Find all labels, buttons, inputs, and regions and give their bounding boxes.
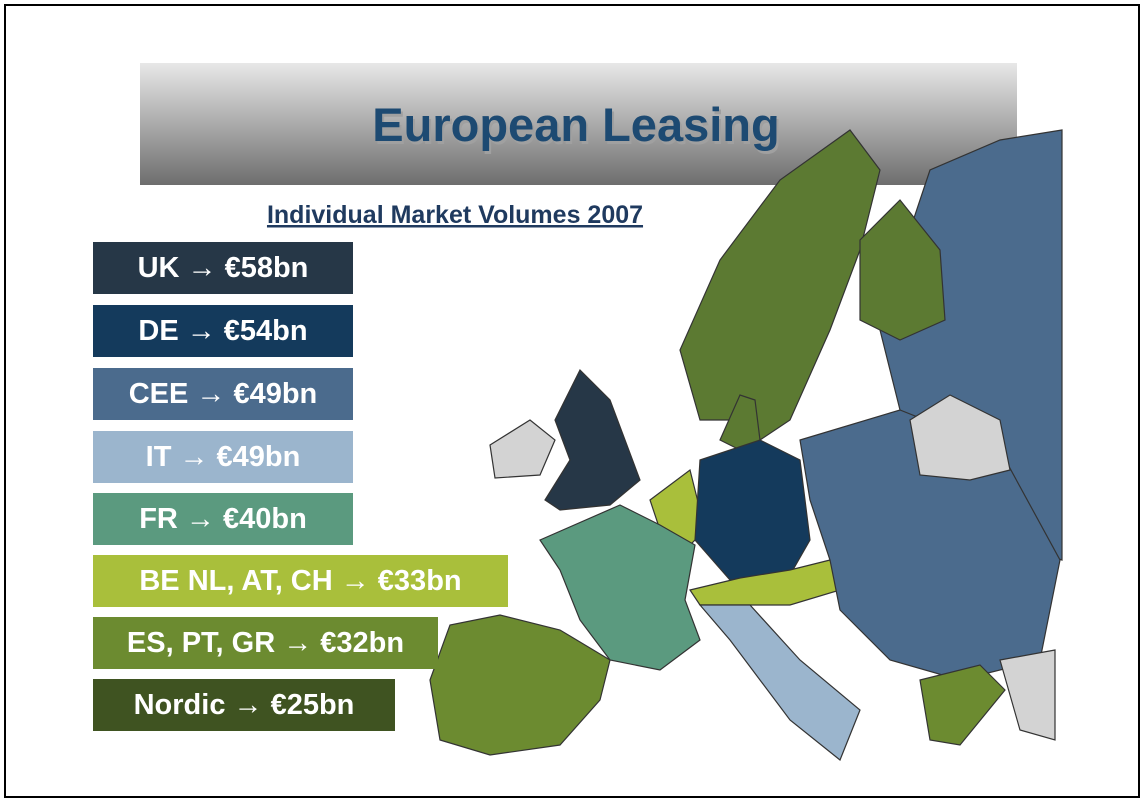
market-volume-box: BE NL, AT, CH → €33bn: [93, 555, 508, 607]
subtitle: Individual Market Volumes 2007: [267, 201, 643, 229]
market-volume-box: UK → €58bn: [93, 242, 353, 294]
greece: [919, 664, 1006, 746]
belarus: [909, 394, 1011, 481]
finland: [859, 199, 946, 341]
market-volume-box: Nordic → €25bn: [93, 679, 395, 731]
iberia: [429, 614, 611, 756]
ireland: [489, 419, 556, 479]
market-volume-box: ES, PT, GR → €32bn: [93, 617, 438, 669]
france: [539, 504, 701, 671]
europe-map: [429, 129, 1063, 761]
turkey: [999, 649, 1056, 741]
italy: [698, 604, 861, 761]
slide-border: [4, 4, 1140, 798]
germany: [694, 439, 811, 581]
market-volume-box: FR → €40bn: [93, 493, 353, 545]
market-volume-box: IT → €49bn: [93, 431, 353, 483]
title: European Leasing: [372, 98, 779, 151]
title-shadow: European Leasing: [374, 101, 781, 154]
uk: [544, 368, 641, 511]
market-volume-box: CEE → €49bn: [93, 368, 353, 420]
market-volume-box: DE → €54bn: [93, 305, 353, 357]
